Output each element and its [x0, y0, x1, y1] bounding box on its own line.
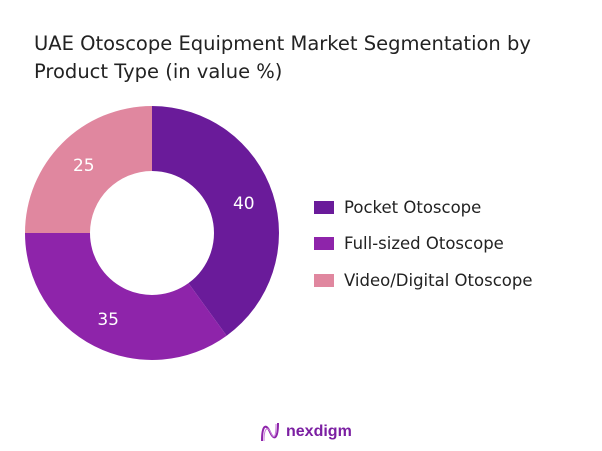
donut-slice-1: [152, 106, 279, 336]
legend-item-pocket: Pocket Otoscope: [314, 198, 481, 217]
legend-swatch: [314, 274, 334, 287]
legend-label: Pocket Otoscope: [344, 198, 482, 217]
data-label: 25: [73, 156, 95, 176]
legend-swatch: [314, 201, 334, 214]
chart-title: UAE Otoscope Equipment Market Segmentati…: [34, 32, 531, 83]
legend-label: Video/Digital Otoscope: [344, 271, 533, 290]
legend-swatch: [314, 237, 334, 250]
logo-wave-icon: [261, 422, 279, 442]
data-label: 40: [233, 194, 255, 214]
data-label: 35: [97, 310, 119, 330]
donut-slice-3: [25, 106, 152, 233]
donut-slice-2: [25, 233, 227, 360]
legend-item-full-sized: Full-sized Otoscope: [314, 234, 504, 253]
nexdigm-logo: nexdigm: [260, 421, 352, 443]
legend-item-video-digital: Video/Digital Otoscope: [314, 271, 533, 290]
legend-label: Full-sized Otoscope: [344, 234, 504, 253]
logo-text: nexdigm: [286, 423, 352, 440]
